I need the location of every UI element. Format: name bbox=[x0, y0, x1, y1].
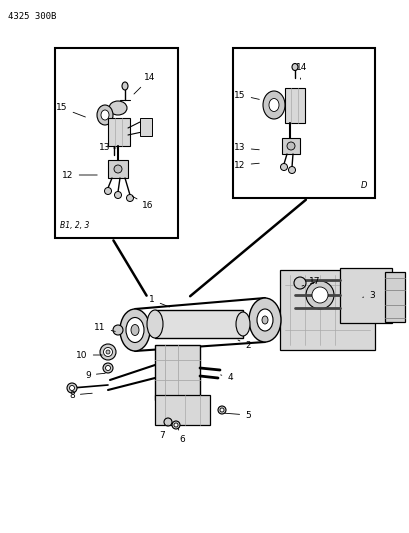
Text: 4325 300B: 4325 300B bbox=[8, 12, 56, 21]
Text: 14: 14 bbox=[134, 74, 155, 94]
Ellipse shape bbox=[236, 312, 249, 336]
Ellipse shape bbox=[248, 298, 280, 342]
Bar bbox=[108, 160, 128, 178]
Text: 4: 4 bbox=[220, 374, 232, 383]
Ellipse shape bbox=[268, 99, 278, 111]
Ellipse shape bbox=[106, 350, 110, 354]
Text: 1: 1 bbox=[149, 295, 169, 307]
Text: B1, 2, 3: B1, 2, 3 bbox=[60, 221, 89, 230]
Ellipse shape bbox=[120, 309, 150, 351]
Bar bbox=[108, 118, 130, 146]
Bar bbox=[155, 345, 200, 400]
Bar bbox=[279, 270, 374, 350]
Ellipse shape bbox=[261, 316, 267, 324]
Ellipse shape bbox=[104, 188, 111, 195]
Ellipse shape bbox=[218, 406, 225, 414]
Ellipse shape bbox=[131, 325, 139, 335]
Ellipse shape bbox=[109, 101, 127, 115]
Ellipse shape bbox=[220, 408, 223, 412]
Ellipse shape bbox=[126, 195, 133, 201]
Text: 8: 8 bbox=[69, 391, 92, 400]
Ellipse shape bbox=[280, 164, 287, 171]
Text: D: D bbox=[360, 181, 366, 190]
Ellipse shape bbox=[114, 191, 121, 198]
Bar bbox=[155, 395, 209, 425]
Text: 2: 2 bbox=[237, 340, 250, 350]
Ellipse shape bbox=[114, 165, 122, 173]
Text: 11: 11 bbox=[94, 324, 115, 333]
Ellipse shape bbox=[126, 318, 144, 343]
Ellipse shape bbox=[67, 383, 77, 393]
Text: 7: 7 bbox=[159, 425, 168, 440]
Bar bbox=[339, 268, 391, 323]
Ellipse shape bbox=[101, 110, 109, 120]
Ellipse shape bbox=[164, 418, 172, 426]
Ellipse shape bbox=[103, 348, 112, 357]
Text: 3: 3 bbox=[362, 290, 374, 300]
Ellipse shape bbox=[100, 344, 116, 360]
Bar bbox=[55, 48, 178, 238]
Text: 14: 14 bbox=[296, 63, 307, 79]
Text: 6: 6 bbox=[178, 428, 184, 445]
Ellipse shape bbox=[122, 82, 128, 90]
Ellipse shape bbox=[70, 385, 74, 391]
Bar bbox=[281, 138, 299, 154]
Ellipse shape bbox=[286, 142, 294, 150]
Text: 9: 9 bbox=[85, 370, 105, 379]
Bar bbox=[139, 118, 152, 136]
Bar bbox=[232, 48, 374, 198]
Text: 10: 10 bbox=[76, 351, 102, 359]
Ellipse shape bbox=[291, 63, 297, 70]
Text: 15: 15 bbox=[56, 103, 85, 117]
Ellipse shape bbox=[97, 105, 113, 125]
Bar bbox=[284, 88, 304, 123]
Text: 5: 5 bbox=[224, 410, 250, 419]
Ellipse shape bbox=[147, 310, 163, 338]
Text: 12: 12 bbox=[234, 160, 258, 169]
Ellipse shape bbox=[103, 363, 113, 373]
Ellipse shape bbox=[113, 325, 123, 335]
Ellipse shape bbox=[173, 423, 178, 427]
Ellipse shape bbox=[256, 309, 272, 331]
Ellipse shape bbox=[105, 366, 110, 370]
Bar bbox=[155, 310, 243, 338]
Ellipse shape bbox=[172, 421, 180, 429]
Text: 13: 13 bbox=[234, 143, 258, 152]
Text: 16: 16 bbox=[132, 196, 153, 209]
Text: 15: 15 bbox=[234, 91, 258, 100]
Text: 17: 17 bbox=[301, 278, 320, 287]
Ellipse shape bbox=[262, 91, 284, 119]
Text: 12: 12 bbox=[62, 171, 97, 180]
Ellipse shape bbox=[288, 166, 295, 174]
Text: 13: 13 bbox=[99, 143, 116, 152]
Ellipse shape bbox=[311, 287, 327, 303]
Ellipse shape bbox=[305, 281, 333, 309]
Bar bbox=[384, 272, 404, 322]
Ellipse shape bbox=[293, 277, 305, 289]
